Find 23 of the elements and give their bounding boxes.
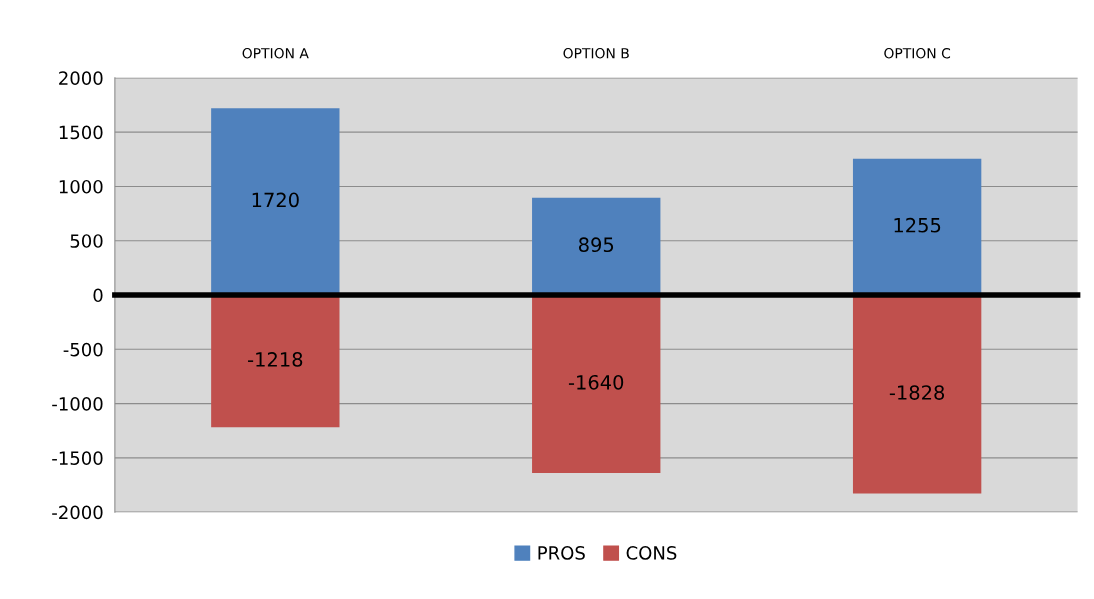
data-label: 1255 [894, 217, 941, 233]
data-label: 1720 [252, 192, 299, 208]
legend-label: PROS [538, 546, 585, 560]
x-tick-label: OPTION A [242, 48, 309, 59]
y-tick-label: 500 [70, 234, 103, 248]
x-tick-label: OPTION C [884, 48, 951, 59]
data-label: -1640 [568, 374, 624, 390]
y-tick-label: -500 [63, 342, 103, 357]
x-tick-label: OPTION B [563, 48, 629, 59]
bar [532, 295, 661, 474]
y-tick-label: 1000 [59, 179, 103, 194]
y-tick-label: 1500 [59, 125, 103, 140]
data-label: 895 [578, 237, 614, 253]
y-tick-label: -1500 [52, 451, 103, 465]
legend-label: CONS [626, 546, 677, 560]
y-tick-label: 2000 [59, 71, 103, 85]
y-tick-label: 0 [93, 288, 103, 303]
data-label: -1218 [248, 352, 303, 367]
y-tick-label: -1000 [52, 397, 103, 411]
bar [852, 295, 982, 494]
bar [211, 295, 340, 428]
data-label: -1828 [889, 385, 945, 400]
y-tick-label: -2000 [52, 505, 103, 520]
